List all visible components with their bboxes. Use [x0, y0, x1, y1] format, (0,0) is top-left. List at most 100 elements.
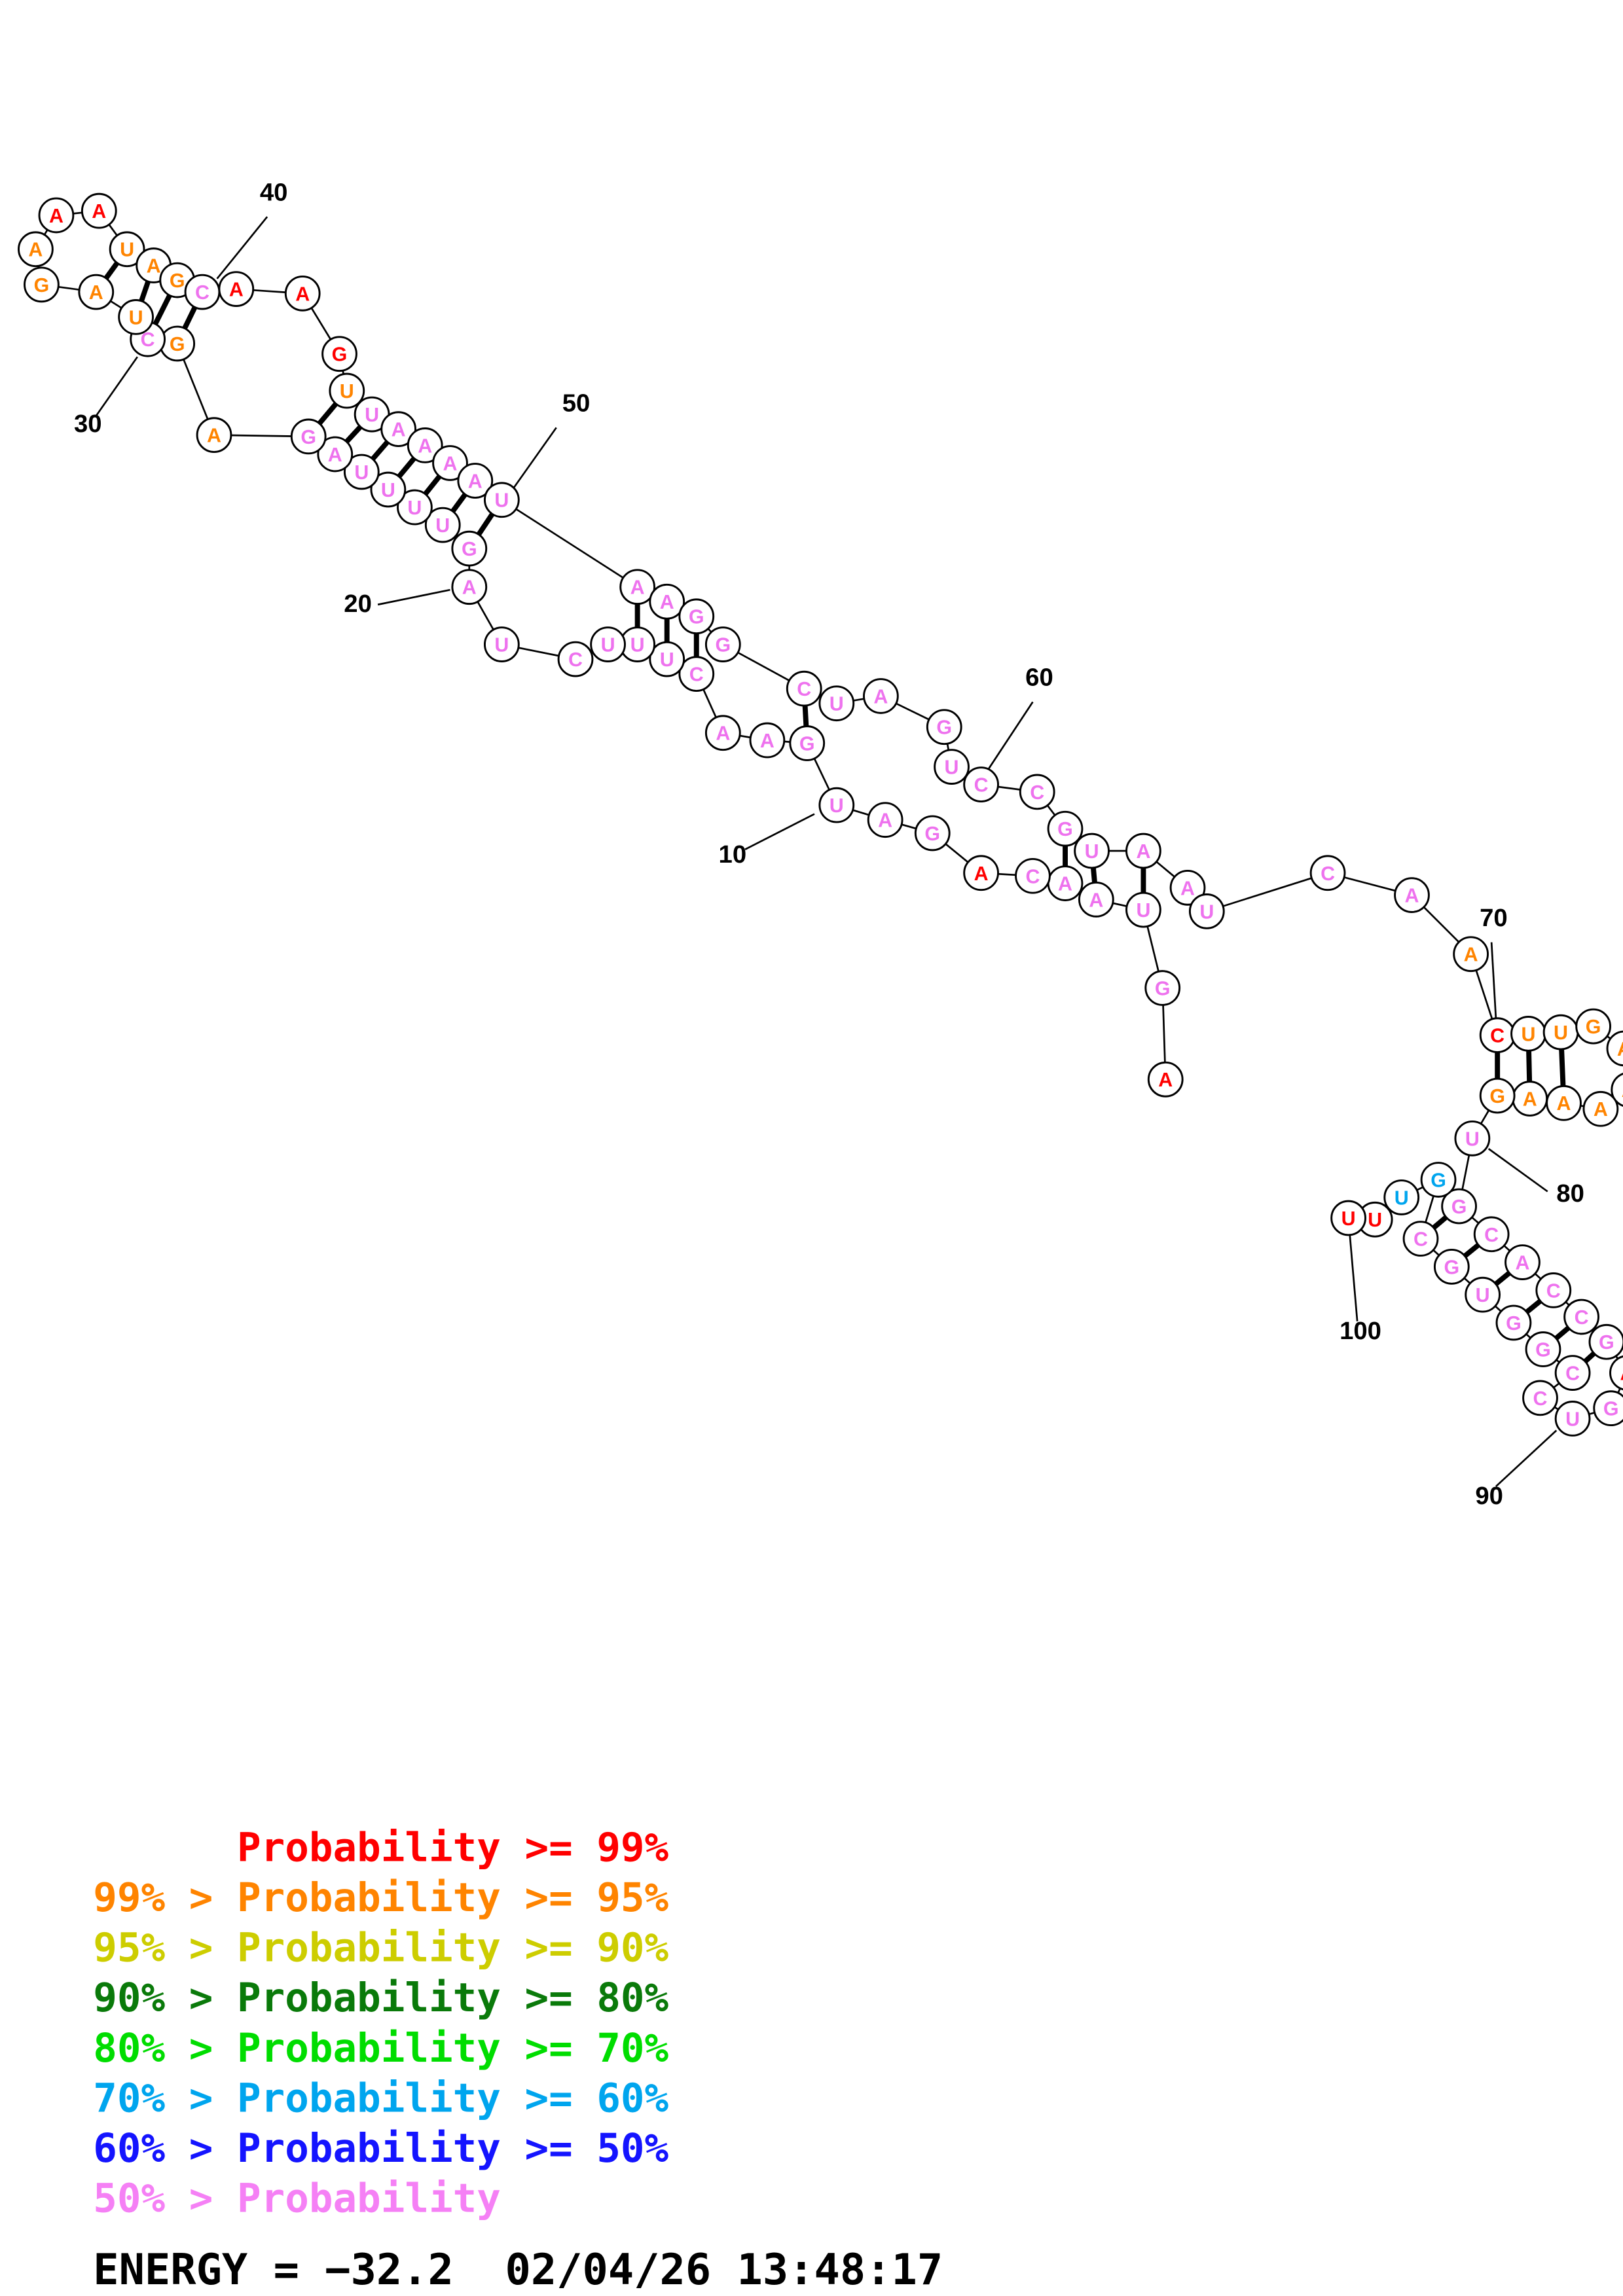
nucleotide-circle [218, 271, 255, 307]
nucleotide: G [1420, 1162, 1457, 1198]
nucleotide: A [1047, 865, 1084, 901]
nucleotide-letter: A [1089, 889, 1103, 911]
nucleotide-circle [1047, 810, 1084, 847]
nucleotide: U [370, 471, 407, 508]
nucleotide: U [818, 787, 855, 823]
nucleotide-circle [284, 275, 321, 312]
nucleotide-letter: A [392, 419, 406, 441]
nucleotide: U [397, 489, 433, 526]
nucleotide-letter: G [170, 333, 185, 355]
nucleotide-letter: C [1575, 1306, 1589, 1329]
nucleotide: U [1383, 1179, 1420, 1215]
nucleotide: A [284, 275, 321, 312]
nucleotide-circle [370, 471, 407, 508]
legend-line: 90% > Probability >= 80% [93, 1975, 668, 2021]
position-label: 40 [260, 178, 288, 206]
backbone-segment [1206, 872, 1328, 912]
nucleotide-letter: C [1413, 1229, 1428, 1251]
position-label: 30 [74, 410, 102, 438]
nucleotide-letter: A [468, 470, 483, 492]
legend-line: 60% > Probability >= 50% [93, 2126, 668, 2172]
nucleotide-letter: U [1085, 840, 1099, 863]
position-label: 60 [1025, 664, 1053, 692]
nucleotide-letter: A [28, 239, 43, 261]
nucleotide-letter: A [974, 863, 989, 885]
nucleotide-letter: A [49, 205, 64, 227]
nucleotide-letter: C [1321, 863, 1335, 885]
nucleotide-circle [317, 436, 354, 473]
position-label: 90 [1475, 1482, 1503, 1510]
nucleotide: G [789, 725, 826, 761]
nucleotide: G [1441, 1188, 1477, 1225]
nucleotide-letter: U [1554, 1022, 1568, 1044]
nucleotide-circle [321, 336, 357, 372]
nucleotide: A [380, 411, 417, 448]
nucleotide: A [867, 802, 903, 838]
nucleotide: U [1554, 1401, 1591, 1437]
nucleotide: U [1454, 1120, 1491, 1157]
nucleotide-circle [196, 417, 232, 454]
nucleotide: U [1074, 833, 1110, 869]
nucleotide: U [343, 454, 380, 490]
nucleotide-letter: G [799, 732, 815, 755]
nucleotide: U [483, 482, 520, 518]
nucleotide-letter: A [1594, 1098, 1608, 1121]
nucleotide-letter: A [92, 200, 106, 223]
position-label: 20 [344, 590, 372, 618]
backbone-segment [501, 499, 638, 588]
energy-text: ENERGY = −32.2 02/04/26 13:48:17 [93, 2245, 943, 2295]
nucleotide-circle [24, 266, 60, 303]
nucleotide-circle [914, 815, 951, 852]
nucleotide: A [863, 678, 899, 714]
position-label: 10 [719, 840, 747, 869]
nucleotide-letter: U [1368, 1209, 1382, 1231]
nucleotide: C [1554, 1355, 1591, 1391]
nucleotide-circle [818, 685, 855, 722]
nucleotide-letter: U [1465, 1128, 1480, 1150]
nucleotide-letter: A [873, 685, 888, 708]
nucleotide-letter: G [301, 426, 316, 448]
nucleotide-circle [749, 722, 786, 759]
nucleotide-circle [432, 445, 468, 481]
nucleotide-circle [1074, 833, 1110, 869]
nucleotide-circle [678, 656, 715, 692]
nucleotide-circle [380, 411, 417, 448]
nucleotide-circle [926, 709, 962, 745]
nucleotide: C [557, 641, 594, 677]
nucleotide: U [934, 749, 970, 785]
nucleotide-letter: A [1622, 1079, 1623, 1102]
nucleotide-circle [407, 427, 443, 463]
nucleotide-circle [451, 530, 488, 567]
nucleotide: C [1535, 1272, 1572, 1308]
nucleotide: A [1609, 1355, 1623, 1391]
nucleotide-letter: A [1058, 873, 1072, 895]
legend-line: 99% > Probability >= 95% [93, 1875, 668, 1921]
nucleotide-letter: G [1489, 1085, 1505, 1107]
nucleotide-letter: U [407, 497, 422, 519]
nucleotide-letter: C [1030, 781, 1044, 804]
nucleotide-letter: A [1464, 944, 1478, 966]
nucleotide: A [1546, 1085, 1582, 1121]
label-leader-line [1349, 1235, 1359, 1321]
nucleotide: U [1125, 891, 1161, 928]
nucleotide-circle [1495, 1304, 1532, 1341]
nucleotide-letter: U [354, 461, 369, 484]
nucleotide-letter: U [660, 649, 674, 671]
nucleotide: U [1188, 893, 1225, 929]
nucleotide-letter: U [630, 634, 645, 656]
nucleotide: A [407, 427, 443, 463]
nucleotide-letter: U [601, 634, 615, 656]
nucleotide-letter: A [1180, 877, 1195, 899]
nucleotide: A [457, 463, 494, 499]
nucleotide: A [81, 192, 117, 229]
nucleotide-circle [1125, 833, 1161, 869]
nucleotide: A [1394, 877, 1430, 913]
nucleotide: C [184, 274, 221, 310]
nucleotide-circle [1575, 1008, 1611, 1045]
nucleotide-letter: C [689, 664, 704, 686]
nucleotide: C [1473, 1216, 1510, 1253]
nucleotide-letter: G [1599, 1331, 1614, 1354]
nucleotide-letter: A [328, 444, 342, 466]
